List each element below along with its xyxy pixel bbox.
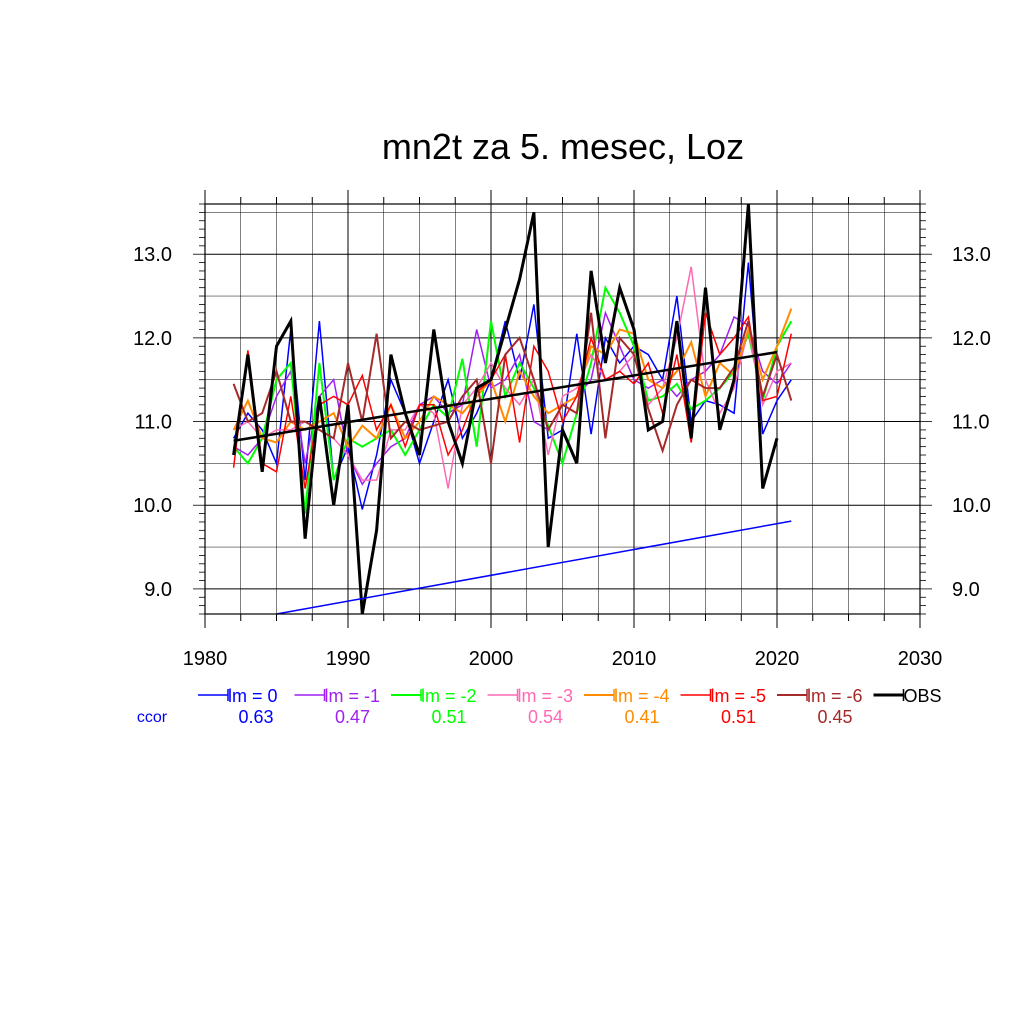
y-tick-label: 11.0 <box>135 412 172 434</box>
legend-label: lm = -3 <box>518 686 574 706</box>
ccor-value: 0.45 <box>817 707 852 727</box>
x-tick-label: 2000 <box>469 648 514 670</box>
series-line-obs <box>232 203 779 615</box>
ccor-value: 0.63 <box>238 707 273 727</box>
y-tick-label-right: 9.0 <box>952 579 980 601</box>
x-tick-label: 1980 <box>183 648 228 670</box>
axes: 1980 1990 2000 2010 2020 2030 9.0 9.0 10.0 10.0 11… <box>133 190 991 670</box>
legend-label: lm = -6 <box>807 686 863 706</box>
trend-line <box>233 350 778 443</box>
ccor-value: 0.51 <box>431 707 466 727</box>
y-tick-label: 10.0 <box>133 495 172 517</box>
series-layer <box>232 203 793 615</box>
legend-label: lm = 0 <box>228 686 278 706</box>
ccor-value: 0.41 <box>624 707 659 727</box>
y-tick-label-right: 11.0 <box>952 412 989 434</box>
x-tick-label: 1990 <box>326 648 371 670</box>
legend-label: lm = -5 <box>711 686 767 706</box>
series-line-lm-2 <box>232 284 793 514</box>
legend-label: lm = -1 <box>325 686 381 706</box>
y-tick-label: 12.0 <box>133 328 172 350</box>
ccor-value: 0.47 <box>335 707 370 727</box>
x-tick-label: 2010 <box>612 648 657 670</box>
ccor-value: 0.51 <box>721 707 756 727</box>
ccor-value: 0.54 <box>528 707 563 727</box>
y-tick-label-right: 10.0 <box>952 495 991 517</box>
x-tick-label: 2030 <box>898 648 943 670</box>
legend-label: lm = -2 <box>421 686 477 706</box>
y-tick-label: 9.0 <box>144 579 172 601</box>
trend-line <box>276 520 792 615</box>
legend-label: OBS <box>904 686 942 706</box>
y-tick-label-right: 13.0 <box>952 244 991 266</box>
chart-title: mn2t za 5. mesec, Loz <box>382 126 744 167</box>
trend-layer <box>233 350 792 615</box>
y-tick-label-right: 12.0 <box>952 328 991 350</box>
series-line-lm-6 <box>232 312 793 464</box>
ccor-label: ccor <box>137 709 168 726</box>
legend-label: lm = -4 <box>614 686 670 706</box>
x-tick-label: 2020 <box>755 648 800 670</box>
y-tick-label: 13.0 <box>133 244 172 266</box>
grid <box>204 204 921 614</box>
